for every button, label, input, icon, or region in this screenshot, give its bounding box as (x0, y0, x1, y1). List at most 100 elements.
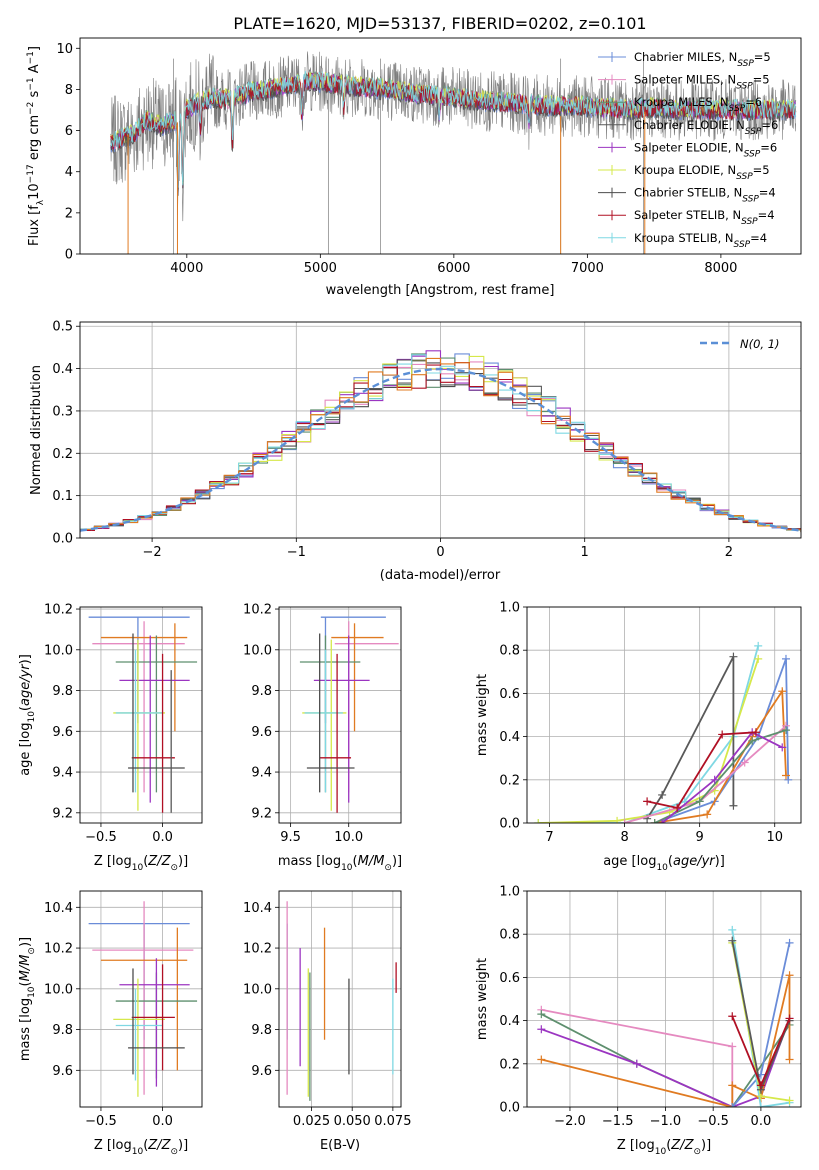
y-tick-label: 8 (65, 83, 73, 98)
axes-weight_vs_Z: −2.0 −1.5 −1.0 −0.5 0.0 0.0 0.2 0.4 0.6 0.8 1.0 Z [… (475, 885, 802, 1157)
series-marker (534, 819, 543, 823)
y-tick-label: 9.6 (251, 1064, 272, 1079)
y-tick-label: 0.5 (52, 320, 73, 335)
y-tick-label: 0.0 (52, 532, 73, 547)
axes-frame (278, 606, 402, 824)
x-tick-label: 0.0 (751, 1114, 772, 1129)
legend-label: Salpeter MILES, NSSP=5 (634, 73, 770, 92)
series-line (654, 688, 787, 823)
legend-label: Chabrier MILES, NSSP=5 (634, 50, 771, 69)
series-line (654, 729, 787, 823)
legend-label: Kroupa MILES, NSSP=6 (634, 95, 762, 114)
x-tick-label: −0.5 (85, 830, 117, 845)
axes-frame (79, 890, 203, 1108)
y-tick-label: 2 (65, 206, 73, 221)
series-marker (658, 790, 667, 799)
plot-area (286, 901, 397, 1101)
series-marker (785, 938, 794, 947)
x-tick-label: 2 (725, 545, 733, 560)
series-marker (756, 1081, 765, 1090)
x-tick-label: −1 (287, 545, 306, 560)
series-marker (785, 1096, 794, 1105)
y-tick-label: 0.4 (52, 362, 73, 377)
y-tick-label: 1.0 (499, 601, 520, 616)
y-axis-label: Normed distribution (29, 365, 44, 495)
y-tick-label: 10.0 (44, 643, 73, 658)
series-marker (781, 771, 790, 780)
x-tick-label: −0.5 (85, 1114, 117, 1129)
normal-curve (80, 367, 801, 532)
x-tick-label: 8 (620, 830, 628, 845)
errorbar-point (331, 623, 384, 732)
axes-mass_vs_Z: −0.5 0.0 9.6 9.8 10.0 10.2 10.4 Z [log10(Z/Z⊙)]… (18, 890, 203, 1157)
series-marker (718, 730, 727, 739)
series-marker (537, 1025, 546, 1034)
x-tick-label: 7 (545, 830, 553, 845)
y-tick-label: 0.3 (52, 404, 73, 419)
plot-area (88, 616, 198, 813)
errorbar-point (131, 964, 175, 1071)
series-line (538, 658, 760, 823)
x-tick-label: 1 (581, 545, 589, 560)
series-marker (728, 1012, 737, 1021)
plot-area (80, 350, 801, 533)
axes-age_vs_Z: −0.5 0.0 9.2 9.4 9.6 9.8 10.0 10.2 Z [log10(Z/Z⊙… (18, 603, 203, 873)
y-tick-label: 0.6 (499, 687, 520, 702)
x-axis-label: (data-model)/error (380, 568, 501, 583)
x-tick-label: −1.5 (602, 1114, 634, 1129)
series-line (661, 731, 783, 823)
legend-label: Chabrier STELIB, NSSP=4 (634, 186, 776, 205)
x-axis-label: mass [log10(M/M⊙)] (278, 854, 402, 873)
errorbar-point (302, 639, 347, 811)
series-marker (756, 1103, 765, 1107)
legend-label: Salpeter STELIB, NSSP=4 (634, 208, 775, 227)
series-marker (754, 654, 763, 663)
axes-age_vs_mass: 9.5 10.0 9.2 9.4 9.6 9.8 10.0 10.2 mass [log10(M… (243, 603, 402, 873)
series-marker (754, 641, 763, 650)
y-tick-label: 0.2 (52, 447, 73, 462)
y-tick-label: 9.6 (251, 725, 272, 740)
legend-item: Kroupa ELODIE, NSSP=5 (598, 163, 770, 182)
y-tick-label: 0 (65, 248, 73, 263)
y-tick-label: 10 (56, 42, 73, 57)
model-line (110, 71, 797, 188)
x-tick-label: −0.5 (697, 1114, 729, 1129)
x-tick-label: 0.0 (152, 1114, 173, 1129)
plot-area (110, 51, 797, 254)
series-marker (658, 819, 667, 823)
y-tick-label: 9.4 (251, 766, 272, 781)
y-axis-label-text: age [log10(age/yr)] (18, 654, 37, 776)
y-tick-label: 9.8 (251, 1023, 272, 1038)
errorbar-point (92, 901, 194, 1095)
series-marker (643, 797, 652, 806)
series-marker (632, 1059, 641, 1068)
errorbar-point (320, 616, 386, 724)
series-line (646, 731, 757, 809)
y-tick-label: 9.4 (52, 766, 73, 781)
plot-area (534, 641, 793, 823)
series-marker (703, 810, 712, 819)
y-tick-label: 9.2 (251, 806, 272, 821)
legend-item: Salpeter MILES, NSSP=5 (598, 73, 770, 92)
series-marker (620, 819, 629, 823)
x-axis-label: Z [log10(Z/Z⊙)] (617, 1138, 711, 1157)
errorbar-point (119, 635, 190, 803)
y-tick-label: 10.2 (243, 603, 272, 618)
y-tick-label: 0.2 (499, 1057, 520, 1072)
series-marker (613, 816, 622, 823)
legend-label: Kroupa STELIB, NSSP=4 (634, 231, 767, 250)
x-tick-label: 9 (696, 830, 704, 845)
y-tick-label: 0.2 (499, 773, 520, 788)
x-tick-label: 10 (766, 830, 783, 845)
legend-item: Kroupa STELIB, NSSP=4 (598, 231, 767, 250)
legend-label: N(0, 1) (740, 337, 780, 351)
x-axis-label: Z [log10(Z/Z⊙)] (94, 1138, 188, 1157)
series-marker (785, 1014, 794, 1023)
series-marker (729, 801, 738, 810)
legend-item: Chabrier STELIB, NSSP=4 (598, 186, 776, 205)
y-axis-label: mass [log10(M/M⊙)] (18, 937, 37, 1061)
errorbar-point (313, 635, 370, 803)
errorbar-point (113, 639, 166, 811)
y-tick-label: 9.2 (52, 806, 73, 821)
